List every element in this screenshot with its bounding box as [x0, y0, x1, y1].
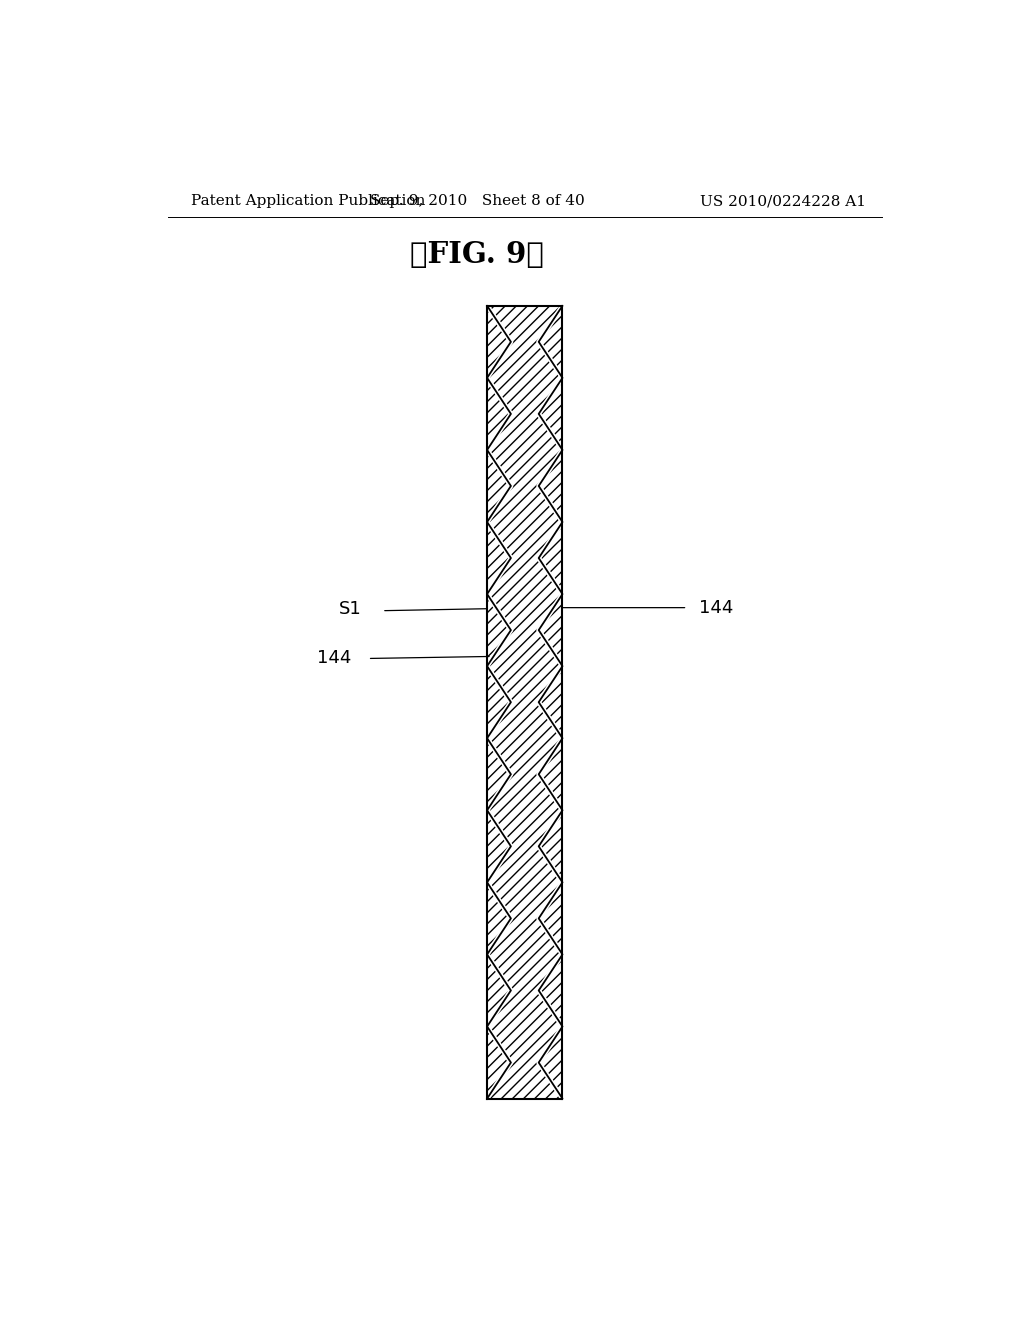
Text: S1: S1: [339, 599, 362, 618]
Bar: [487, 306, 562, 1098]
Text: 【FIG. 9】: 【FIG. 9】: [411, 240, 544, 269]
Text: Sep. 9, 2010   Sheet 8 of 40: Sep. 9, 2010 Sheet 8 of 40: [370, 194, 585, 209]
Text: 144: 144: [317, 649, 352, 668]
Text: US 2010/0224228 A1: US 2010/0224228 A1: [700, 194, 866, 209]
Text: 144: 144: [699, 599, 734, 616]
Bar: [487, 306, 562, 1098]
Text: Patent Application Publication: Patent Application Publication: [191, 194, 426, 209]
